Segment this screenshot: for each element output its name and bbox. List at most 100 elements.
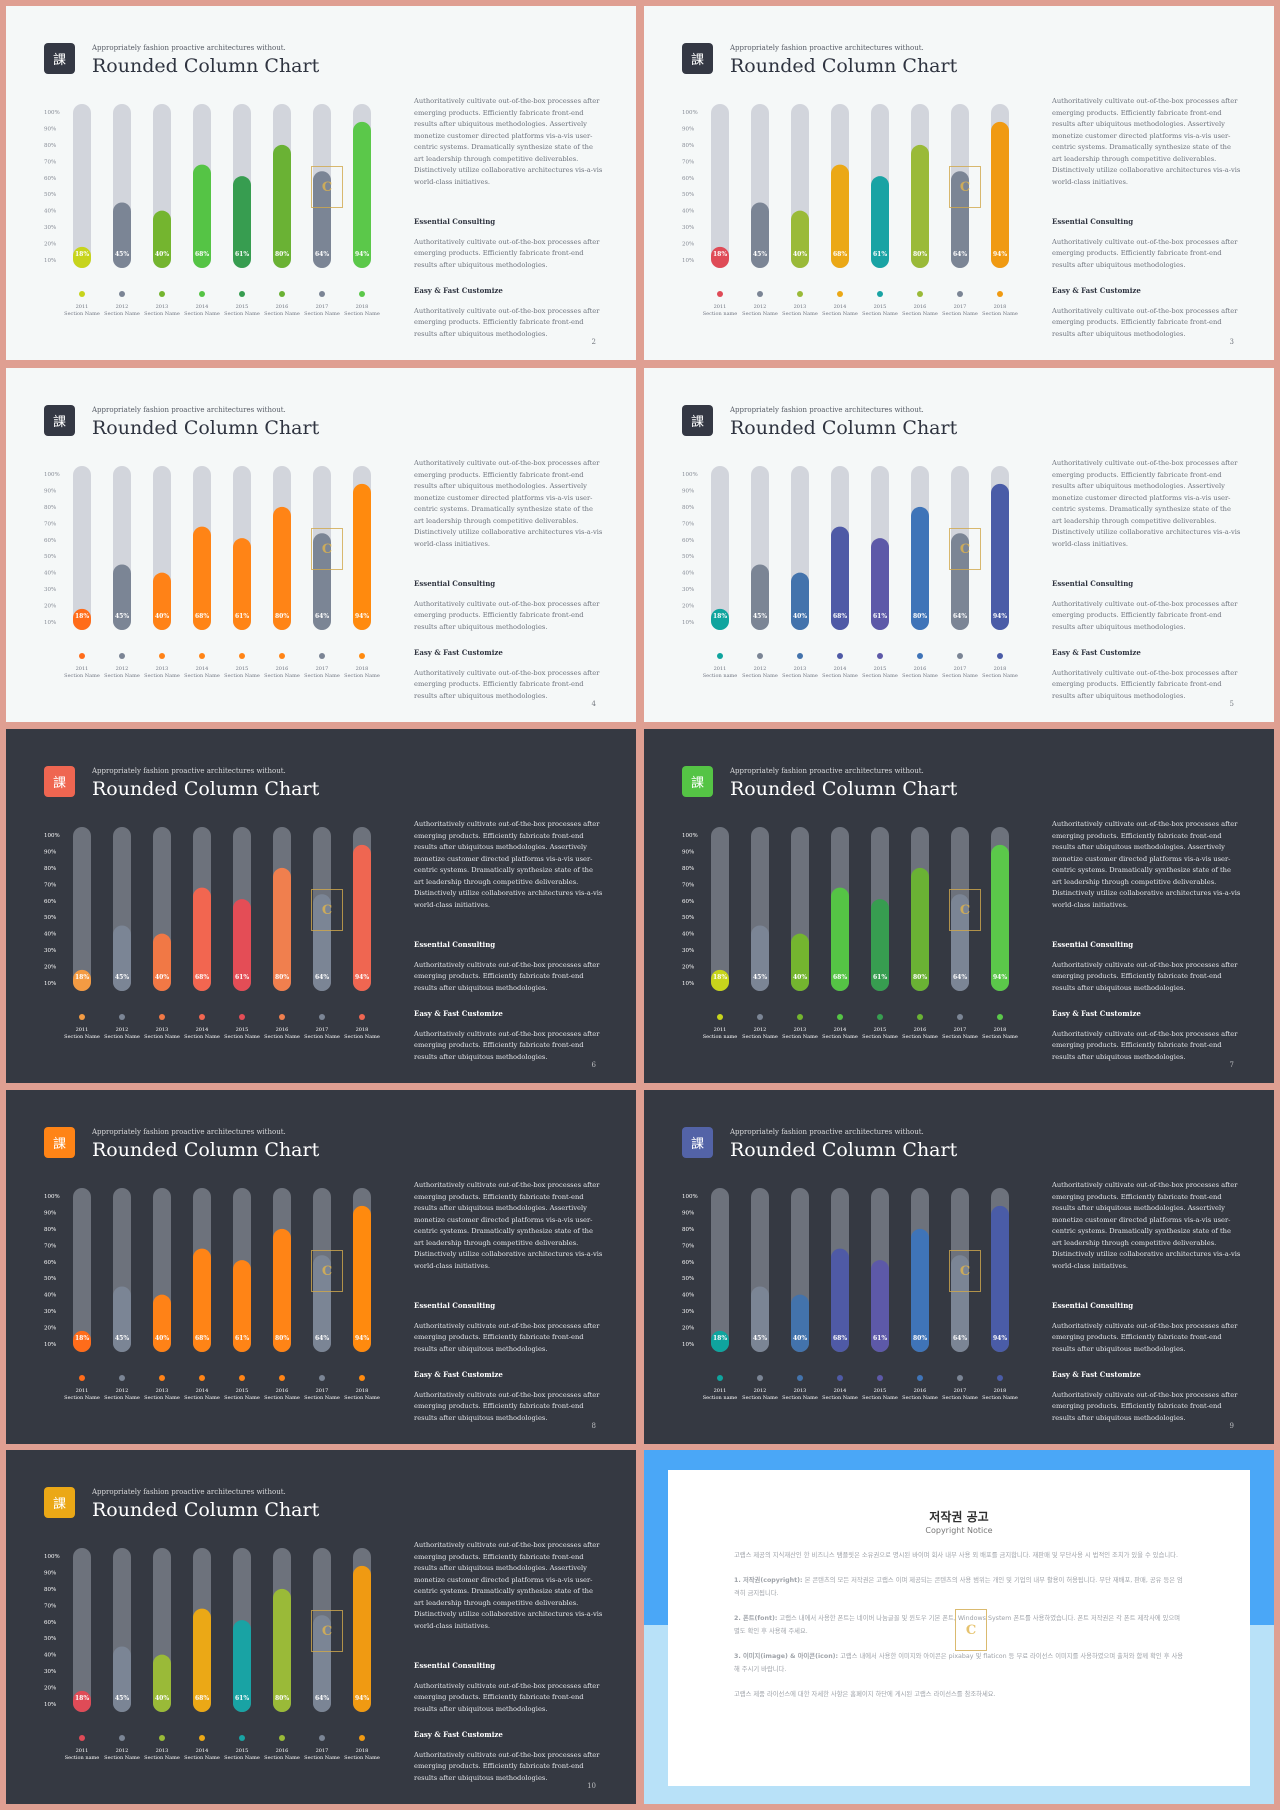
bar-track xyxy=(73,827,91,991)
section-paragraph: Authoritatively cultivate out-of-the-box… xyxy=(414,237,600,269)
x-category-label: 2014 xyxy=(834,1388,847,1394)
watermark-logo: C xyxy=(311,528,343,570)
y-tick-label: 70% xyxy=(682,159,694,165)
rounded-column-chart: 100% 90% 80% 70% 60% 50% 40% 30% 20% 10% 18% 2011 Se… xyxy=(682,464,1018,684)
bar-2016 xyxy=(273,867,291,991)
x-category-label: 2012 xyxy=(754,304,767,310)
section-paragraph: Authoritatively cultivate out-of-the-box… xyxy=(1052,668,1238,700)
section-heading: Essential Consulting xyxy=(1052,940,1134,949)
y-tick-label: 100% xyxy=(44,1194,60,1200)
bar-2012 xyxy=(113,1646,131,1712)
spacer xyxy=(1052,951,1242,960)
legend-dot xyxy=(837,291,843,297)
x-section-label: Section Name xyxy=(64,1034,100,1040)
y-tick-label: 30% xyxy=(44,587,56,593)
legend-dot xyxy=(199,1735,205,1741)
bar-value-label: 61% xyxy=(235,1695,249,1702)
x-category-label: 2012 xyxy=(754,1388,767,1394)
x-section-label: Section Name xyxy=(862,1395,898,1401)
x-category-label: 2018 xyxy=(994,1388,1007,1394)
bar-value-label: 68% xyxy=(195,1695,209,1702)
bar-2012 xyxy=(751,202,769,268)
bar-value-label: 80% xyxy=(913,251,927,258)
x-category-label: 2018 xyxy=(994,304,1007,310)
bar-value-label: 40% xyxy=(155,1335,169,1342)
section-heading: Essential Consulting xyxy=(414,940,496,949)
bar-value-label: 68% xyxy=(195,1335,209,1342)
x-category-label: 2014 xyxy=(196,1027,209,1033)
legend-dot xyxy=(239,1735,245,1741)
legend-dot xyxy=(797,1375,803,1381)
bar-value-label: 80% xyxy=(913,1335,927,1342)
y-tick-label: 30% xyxy=(682,587,694,593)
legend-dot xyxy=(797,291,803,297)
bar-track xyxy=(711,827,729,991)
x-category-label: 2016 xyxy=(914,666,927,672)
section-heading: Easy & Fast Customize xyxy=(1052,1370,1141,1379)
section-paragraph: Authoritatively cultivate out-of-the-box… xyxy=(414,599,600,631)
legend-dot xyxy=(359,1375,365,1381)
x-section-label: Section Name xyxy=(104,1034,140,1040)
bar-value-label: 61% xyxy=(235,613,249,620)
x-category-label: 2011 xyxy=(76,666,89,672)
y-tick-label: 60% xyxy=(44,538,56,544)
bar-value-label: 94% xyxy=(355,974,369,981)
x-category-label: 2015 xyxy=(236,666,249,672)
bar-value-label: 18% xyxy=(75,1695,89,1702)
bar-value-label: 68% xyxy=(833,613,847,620)
bar-2017 xyxy=(313,894,331,991)
x-category-label: 2014 xyxy=(196,304,209,310)
legend-dot xyxy=(159,1735,165,1741)
chart-slide: 課 Appropriately fashion proactive archite… xyxy=(644,368,1274,722)
section-heading: Essential Consulting xyxy=(414,1661,496,1670)
title-icon: 課 xyxy=(682,766,713,797)
bar-value-label: 94% xyxy=(993,974,1007,981)
y-tick-label: 50% xyxy=(682,554,694,560)
legend-dot xyxy=(279,1375,285,1381)
x-category-label: 2018 xyxy=(994,1027,1007,1033)
y-tick-label: 80% xyxy=(682,1227,694,1233)
notice-intro: 고랩스 제공의 지식재산인 한 비즈니스 탬플릿은 소유권으로 명시된 바이며 … xyxy=(734,1552,1178,1559)
x-category-label: 2014 xyxy=(834,666,847,672)
y-tick-label: 20% xyxy=(682,604,694,610)
y-tick-label: 60% xyxy=(44,176,56,182)
bar-value-label: 40% xyxy=(793,613,807,620)
section-heading: Essential Consulting xyxy=(1052,579,1134,588)
x-category-label: 2012 xyxy=(754,1027,767,1033)
x-section-label: Section Name xyxy=(224,673,260,679)
bar-2018 xyxy=(991,844,1009,991)
spacer xyxy=(414,1672,604,1681)
x-section-label: Section Name xyxy=(344,1755,380,1761)
y-tick-label: 90% xyxy=(44,1570,56,1576)
bar-value-label: 64% xyxy=(953,1335,967,1342)
legend-dot xyxy=(717,291,723,297)
section-heading: Essential Consulting xyxy=(414,1301,496,1310)
notice-item-2-label: 2. 폰트(font): xyxy=(734,1615,778,1622)
x-category-label: 2016 xyxy=(276,666,289,672)
bar-track xyxy=(711,466,729,630)
description-paragraph: Authoritatively cultivate out-of-the-box… xyxy=(1052,820,1241,909)
bar-2013 xyxy=(153,1294,171,1352)
spacer xyxy=(414,297,604,306)
legend-dot xyxy=(997,653,1003,659)
x-section-label: Section Name xyxy=(942,1034,978,1040)
bar-2011 xyxy=(711,969,729,991)
spacer xyxy=(414,1355,604,1369)
bar-value-label: 61% xyxy=(235,974,249,981)
bar-value-label: 64% xyxy=(315,1695,329,1702)
x-section-label: Section Name xyxy=(264,1395,300,1401)
title-icon: 課 xyxy=(44,1127,75,1158)
legend-dot xyxy=(119,1735,125,1741)
legend-dot xyxy=(359,1735,365,1741)
chart-svg: 100%90%80%70%60%50%40%30%20%10%18%2011Se… xyxy=(682,104,1018,317)
legend-dot xyxy=(757,1014,763,1020)
bar-value-label: 64% xyxy=(953,251,967,258)
slide-title: Rounded Column Chart xyxy=(92,417,320,439)
notice-item-3-label: 3. 이미지(image) & 아이콘(icon): xyxy=(734,1653,839,1660)
section-paragraph: Authoritatively cultivate out-of-the-box… xyxy=(414,1029,600,1061)
legend-dot xyxy=(359,1014,365,1020)
bar-2014 xyxy=(193,1248,211,1352)
legend-dot xyxy=(757,291,763,297)
slide-subtitle: Appropriately fashion proactive architec… xyxy=(730,44,924,52)
bar-2012 xyxy=(113,1286,131,1352)
